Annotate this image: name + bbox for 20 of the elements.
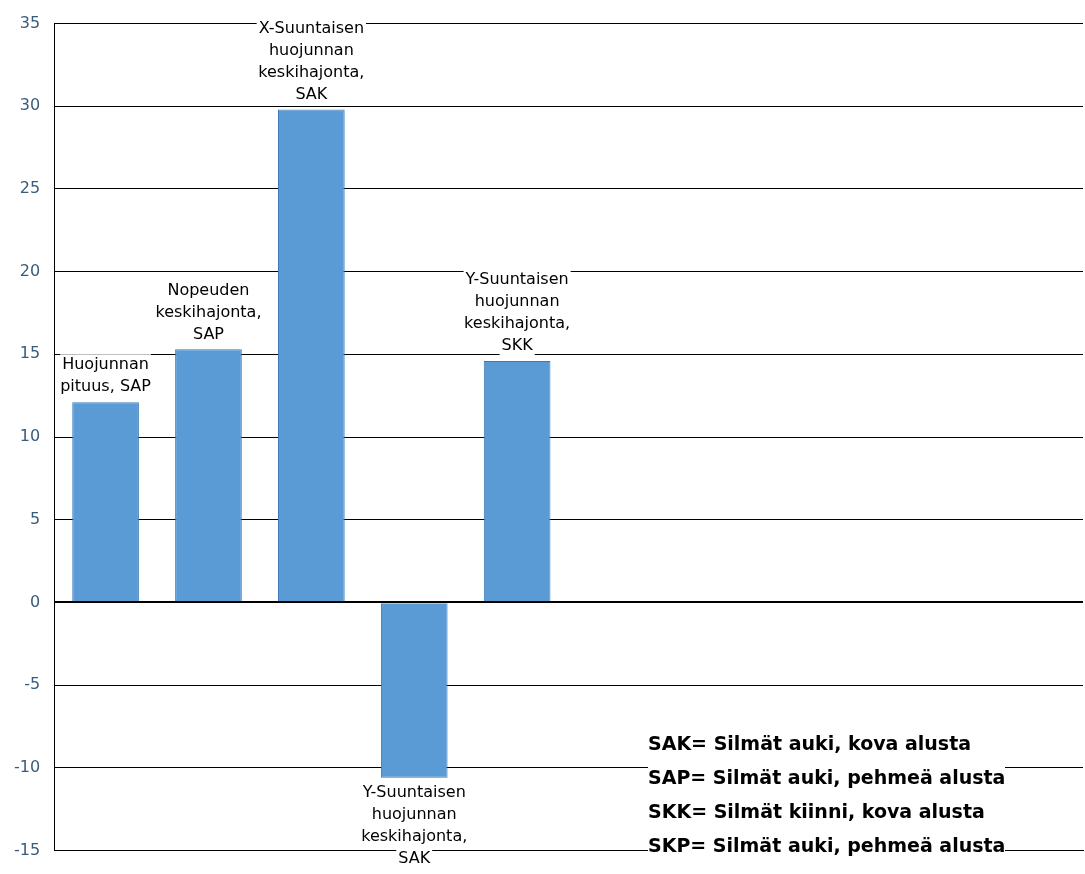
y-tick-label: 15 <box>19 343 41 363</box>
x-tick-label: Y-Suuntaisen huojunnan keskihajonta, SKK <box>464 269 571 355</box>
y-tick-label: -5 <box>24 674 41 694</box>
y-tick-label: -10 <box>13 756 41 776</box>
x-tick-label: Huojunnan pituus, SAP <box>60 354 152 396</box>
y-tick-label: 10 <box>19 426 41 446</box>
y-tick-label: 35 <box>19 12 41 32</box>
y-tick-label: 20 <box>19 260 41 280</box>
y-tick-label: 30 <box>19 95 41 115</box>
x-tick-label: X-Suuntaisen huojunnan keskihajonta, SAK <box>258 17 365 103</box>
y-tick-label: 0 <box>29 591 41 611</box>
annotation: SAK= Silmät auki, kova alusta <box>648 731 973 756</box>
annotation: SAP= Silmät auki, pehmeä alusta <box>648 765 1006 790</box>
y-tick-label: 5 <box>29 508 41 528</box>
y-tick-label: 25 <box>19 178 41 198</box>
y-tick-label: -15 <box>13 839 41 859</box>
x-tick-label: Nopeuden keskihajonta, SAP <box>155 279 262 343</box>
annotation: SKP= Silmät auki, pehmeä alusta <box>648 833 1006 858</box>
x-tick-label: Y-Suuntaisen huojunnan keskihajonta, SAK <box>361 781 468 867</box>
annotation: SKK= Silmät kiinni, kova alusta <box>648 799 986 824</box>
